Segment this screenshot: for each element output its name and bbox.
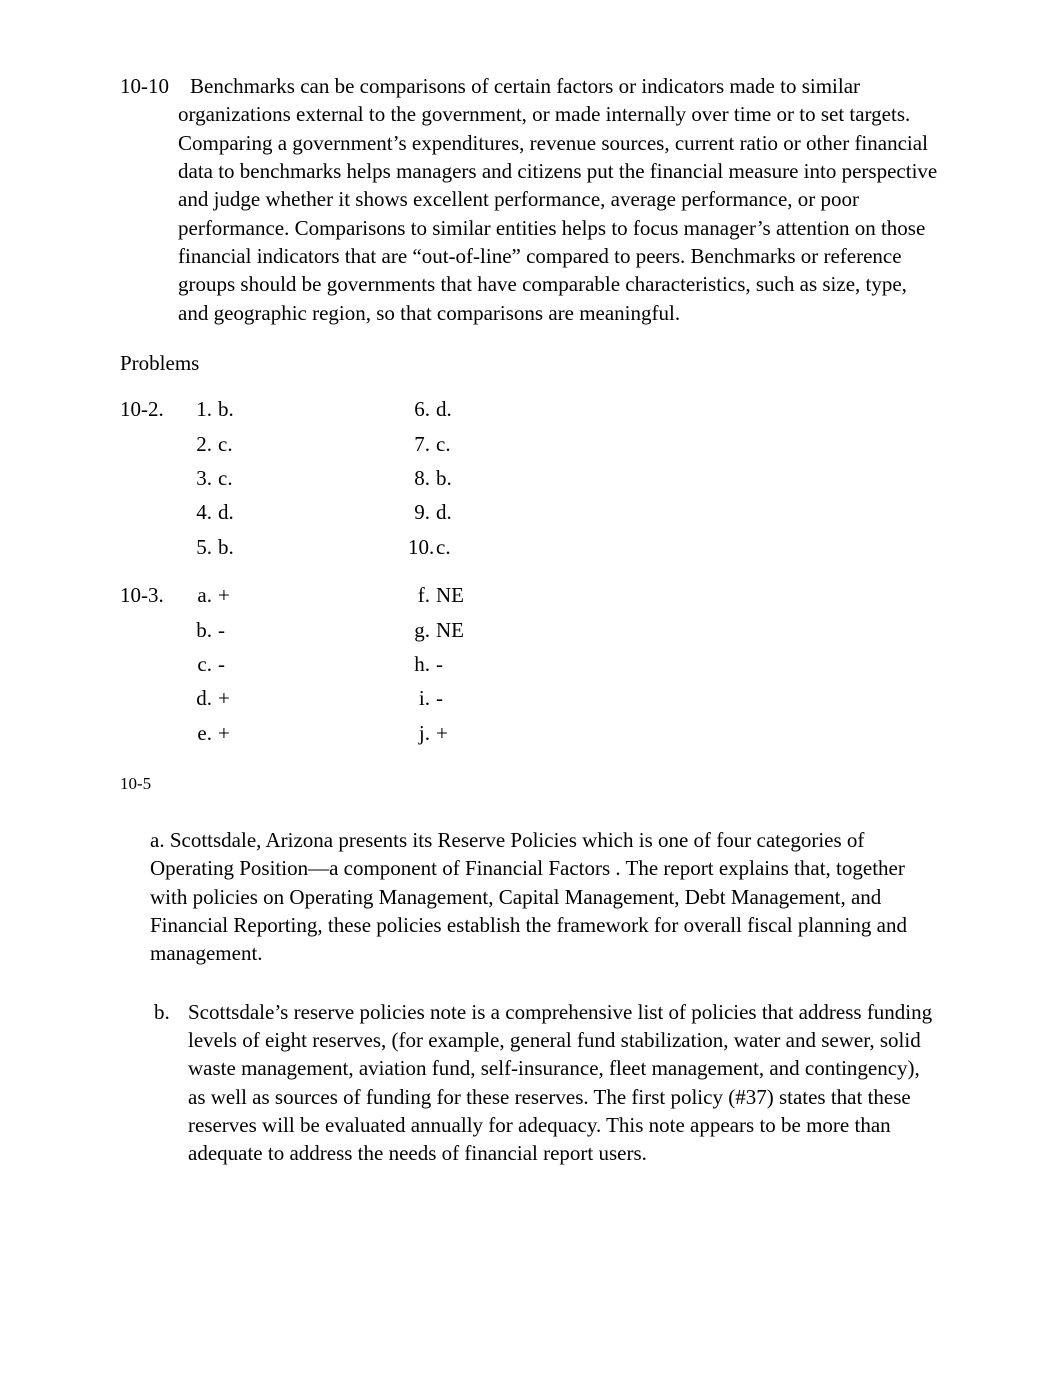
answer-num: e. <box>190 719 218 747</box>
answer-val: NE <box>436 616 476 644</box>
answer-num: 5. <box>190 533 218 561</box>
problems-heading: Problems <box>120 349 942 377</box>
problem-10-5a-text: a. Scottsdale, Arizona presents its Rese… <box>150 826 942 968</box>
answer-val: c. <box>436 430 476 458</box>
problem-10-2-left-col: 1. b. 2. c. 3. c. 4. d. 5. b. <box>190 395 258 561</box>
answer-val: NE <box>436 581 476 609</box>
problem-10-2: 10-2. 1. b. 2. c. 3. c. 4. d. 5. b. 6. d… <box>120 395 942 561</box>
problem-10-5b-body: Scottsdale’s reserve policies note is a … <box>188 998 942 1168</box>
answer-val: + <box>218 581 258 609</box>
problem-10-3-label: 10-3. <box>120 581 190 609</box>
answer-num: b. <box>190 616 218 644</box>
answer-num: j. <box>408 719 436 747</box>
answer-num: 3. <box>190 464 218 492</box>
answer-num: 9. <box>408 498 436 526</box>
problem-10-3: 10-3. a. + b. - c. - d. + e. + f. NE g. … <box>120 581 942 747</box>
answer-val: c. <box>218 430 258 458</box>
problem-10-5-label: 10-5 <box>120 773 942 796</box>
answer-num: i. <box>408 684 436 712</box>
answer-val: c. <box>218 464 258 492</box>
answer-num: f. <box>408 581 436 609</box>
answer-val: b. <box>218 395 258 423</box>
answer-num: a. <box>190 581 218 609</box>
answer-num: c. <box>190 650 218 678</box>
problem-10-5a-body: Scottsdale, Arizona presents its Reserve… <box>150 828 907 965</box>
answer-num: 2. <box>190 430 218 458</box>
problem-10-2-label: 10-2. <box>120 395 190 423</box>
answer-val: - <box>436 684 476 712</box>
answer-num: 7. <box>408 430 436 458</box>
answer-val: b. <box>436 464 476 492</box>
answer-num: 6. <box>408 395 436 423</box>
answer-val: c. <box>436 533 476 561</box>
answer-num: 1. <box>190 395 218 423</box>
answer-val: d. <box>436 395 476 423</box>
answer-val: + <box>436 719 476 747</box>
answer-val: - <box>436 650 476 678</box>
answer-val: - <box>218 650 258 678</box>
answer-val: - <box>218 616 258 644</box>
answer-num: h. <box>408 650 436 678</box>
answer-num: d. <box>190 684 218 712</box>
answer-val: + <box>218 719 258 747</box>
problem-10-2-right-col: 6. d. 7. c. 8. b. 9. d. 10. c. <box>408 395 476 561</box>
problem-10-5a-label: a. <box>150 828 165 852</box>
answer-num: 8. <box>408 464 436 492</box>
problem-10-5b: b. Scottsdale’s reserve policies note is… <box>154 998 942 1176</box>
page: 10-10 Benchmarks can be comparisons of c… <box>120 72 942 1176</box>
answer-num: g. <box>408 616 436 644</box>
answer-val: + <box>218 684 258 712</box>
problem-10-5b-label: b. <box>154 998 188 1026</box>
answer-val: d. <box>218 498 258 526</box>
problem-10-3-left-col: a. + b. - c. - d. + e. + <box>190 581 258 747</box>
answer-num: 10. <box>408 533 436 561</box>
answer-val: b. <box>218 533 258 561</box>
paragraph-10-10: 10-10 Benchmarks can be comparisons of c… <box>120 72 942 327</box>
problem-10-5a: a. Scottsdale, Arizona presents its Rese… <box>120 826 942 968</box>
answer-val: d. <box>436 498 476 526</box>
problem-10-3-right-col: f. NE g. NE h. - i. - j. + <box>408 581 476 747</box>
answer-num: 4. <box>190 498 218 526</box>
